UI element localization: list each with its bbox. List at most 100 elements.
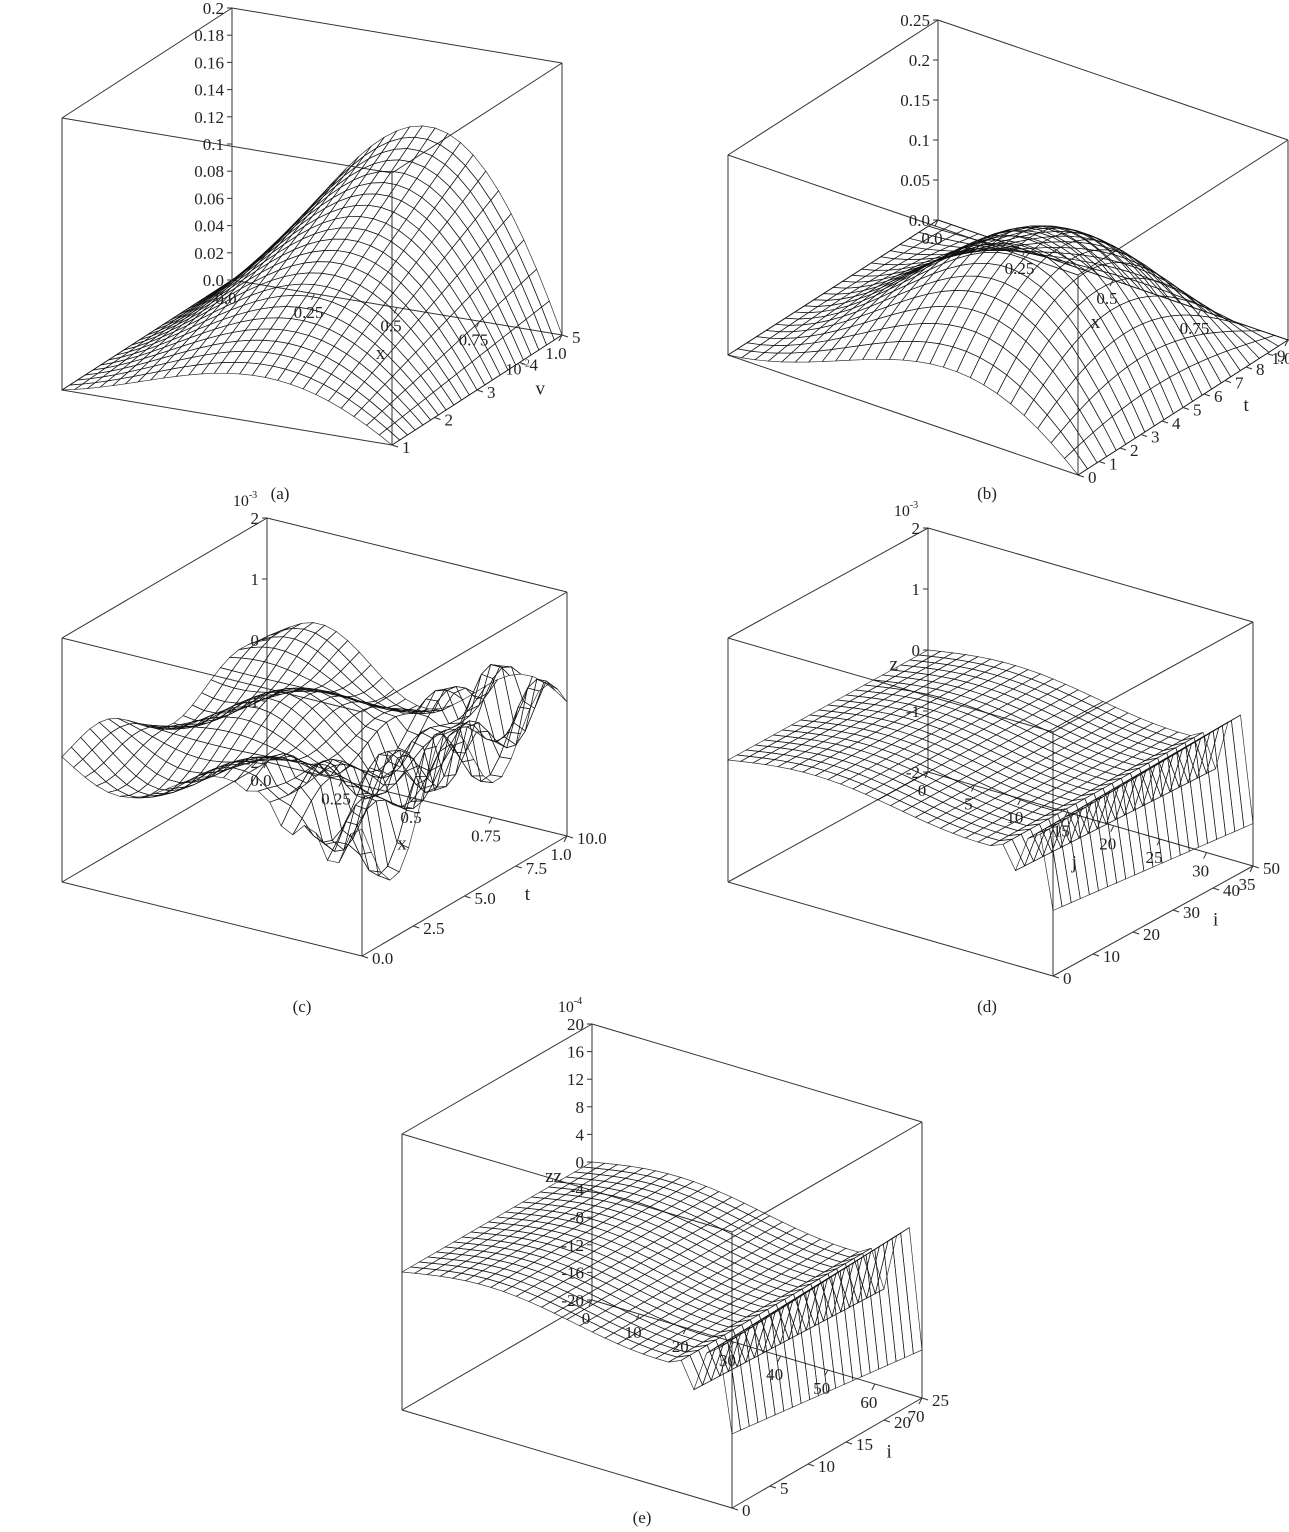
z-axis: 0.0 0.05 0.1 0.15 0.2 0.25 [900, 11, 938, 230]
x-tick-label: 0.25 [1005, 259, 1035, 278]
surface-mesh [727, 219, 1289, 476]
y-tick-label: 0 [1063, 969, 1072, 988]
z-tick-label: 2 [912, 519, 921, 538]
z-axis-label: z [890, 654, 898, 675]
y-tick-label: 5 [572, 328, 581, 347]
z-tick-label: 1 [251, 570, 260, 589]
z-tick-label: 0.2 [203, 0, 224, 18]
y-tick-label: 10.0 [577, 829, 607, 848]
x-axis: 0.0 0.25 0.5 0.75 1.0 x [250, 761, 572, 864]
caption-d: (d) [977, 997, 997, 1016]
z-tick-label: 20 [567, 1015, 584, 1034]
z-axis: -2 -1 0 1 210-3 [233, 490, 267, 772]
x-axis-label: x [376, 343, 386, 364]
y-tick-label: 6 [1214, 387, 1223, 406]
z-tick-label: 0.1 [909, 131, 930, 150]
z-tick-label: -1 [245, 692, 259, 711]
x-tick-label: 0.5 [380, 317, 401, 336]
x-tick-label: 0 [918, 781, 927, 800]
z-multiplier: 10-3 [233, 490, 257, 510]
x-tick-label: 60 [860, 1393, 877, 1412]
z-tick-label: 0.15 [900, 91, 930, 110]
y-axis-label: t [1244, 395, 1250, 416]
y-tick-label: 2 [1130, 441, 1139, 460]
z-tick-label: 0.16 [194, 53, 224, 72]
z-tick-label: 0.25 [900, 11, 930, 30]
x-axis: 0 5 10 15 20 25 30 35 j [918, 771, 1256, 894]
chart-d: -2 -1 0 1 2 10-3 z 0 5 10 15 20 25 30 35 j 0 10 20 30 40 50 i [668, 500, 1288, 988]
chart-e: -20 -16 -12 -8 -4 0 4 8 12 16 20 10-4 zz 0 10 20 30 40 50 6… [340, 996, 960, 1520]
z-axis-label: zz [545, 1166, 562, 1187]
z-tick-label: 0 [576, 1153, 585, 1172]
z-tick-label: -1 [906, 702, 920, 721]
z-axis: -2 -1 0 1 210-3 z [890, 500, 928, 782]
y-axis-label: i [887, 1442, 892, 1463]
z-multiplier: 10-4 [558, 996, 582, 1016]
z-tick-label: 4 [576, 1125, 585, 1144]
z-tick-label: 0.12 [194, 108, 224, 127]
x-tick-label: 30 [719, 1351, 736, 1370]
y-tick-label: 0 [742, 1501, 751, 1520]
y-axis-label: i [1213, 910, 1218, 931]
caption-c: (c) [292, 997, 312, 1016]
bounding-box [61, 7, 563, 446]
z-tick-label: 0.18 [194, 26, 224, 45]
x-tick-label: 20 [1099, 835, 1116, 854]
z-tick-label: 12 [567, 1070, 584, 1089]
z-axis: 0.0 0.02 0.04 0.06 0.08 0.1 0.12 0.14 0.16 0.18 0.… [194, 0, 232, 290]
bounding-box [401, 1023, 923, 1509]
y-tick-label: 30 [1183, 903, 1200, 922]
y-tick-label: 2.5 [423, 919, 444, 938]
y-axis: 0 10 20 30 40 50 i [1052, 859, 1280, 988]
y-tick-label: 8 [1256, 360, 1265, 379]
z-tick-label: 1 [912, 580, 921, 599]
x-axis-label: j [1071, 852, 1077, 873]
z-tick-label: 0.06 [194, 189, 224, 208]
x-tick-label: 25 [1146, 848, 1163, 867]
x-tick-label: 0.25 [294, 303, 324, 322]
bounding-box [727, 527, 1254, 977]
x-tick-label: 1.0 [550, 845, 571, 864]
caption-b: (b) [977, 484, 997, 503]
y-tick-label: 3 [487, 383, 496, 402]
x-axis: 0.0 0.25 0.5 0.75 1.0 x [215, 279, 567, 364]
y-tick-label: 20 [1143, 925, 1160, 944]
z-tick-label: -20 [561, 1291, 584, 1310]
surface-mesh [61, 622, 568, 881]
x-tick-label: 1.0 [1271, 349, 1289, 368]
x-tick-label: 10 [625, 1323, 642, 1342]
x-tick-label: 1.0 [545, 344, 566, 363]
x-tick-label: 35 [1239, 875, 1256, 894]
x-tick-label: 50 [813, 1379, 830, 1398]
y-tick-label: 4 [1172, 414, 1181, 433]
chart-a-plot: 0.00.020.040.060.080.10.120.140.160.180.… [60, 0, 581, 457]
y-tick-label: 20 [894, 1413, 911, 1432]
chart-a: 0.0 0.02 0.04 0.06 0.08 0.1 0.12 0.14 0.16 0.18 0.… [0, 0, 620, 470]
x-tick-label: 70 [908, 1407, 925, 1426]
y-tick-label: 4 [530, 356, 539, 375]
y-tick-label: 7 [1235, 374, 1244, 393]
x-tick-label: 5 [964, 794, 973, 813]
y-tick-label: 7.5 [526, 859, 547, 878]
chart-c: -2 -1 0 1 2 10-3 0.0 0.25 0.5 0.75 1.0 x 0.0 2.5 5.0 7.… [0, 490, 620, 982]
z-tick-label: 0 [251, 631, 260, 650]
z-tick-label: 0 [912, 641, 921, 660]
z-tick-label: 8 [576, 1098, 585, 1117]
z-tick-label: -16 [561, 1263, 584, 1282]
y-tick-label: 0.0 [372, 949, 393, 968]
z-tick-label: 0.08 [194, 162, 224, 181]
x-tick-label: 40 [766, 1365, 783, 1384]
z-tick-label: -12 [561, 1236, 584, 1255]
z-tick-label: 2 [251, 509, 260, 528]
y-tick-label: 1 [1109, 455, 1118, 474]
x-axis-label: x [397, 833, 407, 854]
x-tick-label: 0.0 [250, 771, 271, 790]
y-tick-label: 5 [780, 1479, 789, 1498]
x-tick-label: 0 [582, 1309, 591, 1328]
y-axis-label: t [525, 884, 531, 905]
z-tick-label: 0.04 [194, 217, 224, 236]
chart-e-plot: -20-16-12-8-404812162010-4zz010203040506… [400, 996, 949, 1520]
z-tick-label: 0.14 [194, 81, 224, 100]
chart-b: 0.0 0.05 0.1 0.15 0.2 0.25 0.0 0.25 0.5 0.75 1.0 x 0… [668, 0, 1289, 487]
x-tick-label: 15 [1053, 821, 1070, 840]
